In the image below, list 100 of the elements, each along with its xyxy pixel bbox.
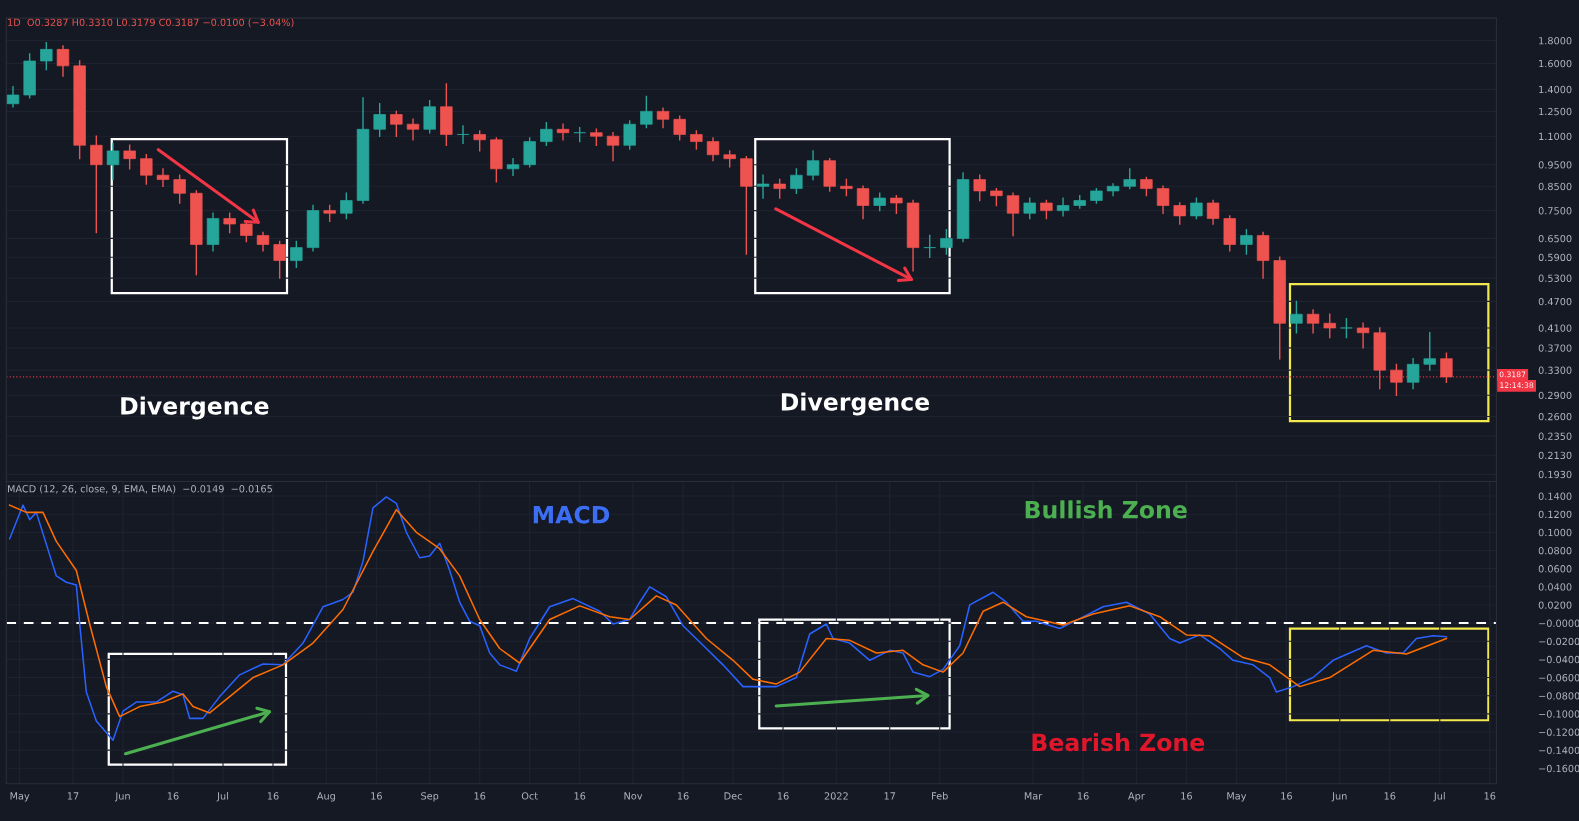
candlestick <box>640 95 653 129</box>
x-tick-label: Jun <box>114 792 130 802</box>
x-tick-label: 16 <box>1077 792 1089 800</box>
y-tick-label: −0.0800 <box>1539 692 1579 700</box>
candlestick <box>1206 199 1220 225</box>
candlestick <box>223 212 236 234</box>
candlestick <box>1190 197 1203 220</box>
x-tick-label: 16 <box>777 792 789 800</box>
y-tick-label: 0.1400 <box>1538 492 1572 500</box>
candlestick <box>40 42 53 71</box>
y-tick-label: 1.2500 <box>1539 107 1572 116</box>
candlestick <box>973 174 986 202</box>
candlestick <box>606 132 620 162</box>
y-tick-label: 1.4000 <box>1539 85 1572 94</box>
y-tick-label: 0.7500 <box>1538 207 1572 215</box>
annotation: 1D O0.3287 H0.3310 L0.3179 C0.3187 −0.0100 (−3.04%) <box>8 18 294 28</box>
candlestick <box>773 178 786 199</box>
candlestick <box>506 157 520 176</box>
candlestick <box>106 142 120 181</box>
x-tick-label: May <box>10 792 30 802</box>
x-tick-label: Nov <box>624 792 643 800</box>
y-tick-label: 0.0600 <box>1538 565 1572 573</box>
annotation: Divergence <box>121 396 269 420</box>
y-tick-label: 1.8000 <box>1539 37 1572 45</box>
candlestick <box>806 150 820 181</box>
candlestick <box>1306 309 1320 334</box>
x-tick-label: Sep <box>421 792 439 802</box>
annotation: MACD <box>533 505 610 524</box>
y-tick-label: 0.1930 <box>1538 470 1572 479</box>
candlestick <box>1023 197 1036 220</box>
candlestick <box>473 130 486 152</box>
candlestick <box>1423 332 1436 371</box>
y-tick-label: 0.4100 <box>1538 324 1572 332</box>
candlestick <box>706 137 720 162</box>
y-tick-label: 0.2900 <box>1538 391 1572 400</box>
candlestick <box>1156 185 1170 214</box>
candlestick <box>1323 313 1336 339</box>
x-tick-label: Feb <box>932 792 948 800</box>
y-tick-label: 0.1000 <box>1538 528 1572 537</box>
x-tick-label: 16 <box>1484 792 1496 800</box>
candlestick <box>673 115 686 141</box>
candlestick <box>290 240 303 269</box>
candlestick <box>1240 228 1253 255</box>
y-tick-label: 0.2350 <box>1538 432 1572 440</box>
x-tick-label: Jul <box>1433 792 1445 802</box>
y-tick-label: 0.0400 <box>1538 583 1572 591</box>
x-tick-label: 16 <box>267 792 279 800</box>
candlestick <box>373 103 386 137</box>
candlestick <box>756 174 770 199</box>
candlestick <box>456 125 470 145</box>
x-tick-label: Jul <box>216 792 228 802</box>
y-tick-label: −0.0600 <box>1539 674 1579 682</box>
candlestick <box>156 168 170 188</box>
annotation: Bearish Zone <box>1032 733 1205 752</box>
y-tick-label: 0.5300 <box>1538 274 1572 282</box>
candlestick <box>6 85 20 108</box>
candlestick <box>1173 202 1186 225</box>
annotation: Bullish Zone <box>1025 500 1187 519</box>
candlestick <box>1290 300 1303 334</box>
y-tick-label: −0.1200 <box>1539 728 1579 736</box>
x-tick-label: Oct <box>521 792 538 800</box>
x-tick-label: 16 <box>574 792 586 800</box>
annotation: Divergence <box>781 392 930 416</box>
y-tick-label: 0.6500 <box>1538 234 1572 243</box>
x-tick-label: 16 <box>371 792 382 800</box>
y-tick-label: 1.1000 <box>1539 132 1572 141</box>
y-tick-label: 0.8500 <box>1538 182 1572 191</box>
candlestick <box>1390 363 1403 396</box>
candlestick <box>690 130 703 150</box>
candlestick <box>256 231 270 252</box>
candlestick <box>623 120 636 150</box>
x-tick-label: 2022 <box>824 792 848 800</box>
y-tick-label: 0.2600 <box>1538 412 1572 421</box>
candlestick <box>556 123 570 141</box>
y-tick-label: 0.3700 <box>1538 344 1572 352</box>
candlestick <box>790 168 803 194</box>
y-tick-label: −0.1600 <box>1539 764 1579 773</box>
y-tick-label: 1.6000 <box>1539 59 1572 68</box>
y-tick-label: −0.0400 <box>1539 655 1579 664</box>
candlestick <box>1406 358 1420 390</box>
x-tick-label: 17 <box>884 792 896 800</box>
candlestick <box>540 121 553 146</box>
candlestick <box>1056 197 1070 217</box>
x-tick-label: 16 <box>1181 792 1192 800</box>
candlestick <box>56 45 70 77</box>
candlestick <box>1356 322 1370 349</box>
candlestick <box>1006 192 1020 237</box>
candlestick <box>923 234 936 258</box>
y-tick-label: −0.1000 <box>1539 710 1579 718</box>
candlestick <box>656 107 670 129</box>
candlestick <box>1040 199 1053 220</box>
y-tick-label: −0.1400 <box>1539 746 1579 754</box>
x-tick-label: 16 <box>1384 792 1396 800</box>
candlestick <box>1440 352 1453 383</box>
candlestick <box>140 154 153 185</box>
candlestick <box>390 110 403 137</box>
y-tick-label: −0.0000 <box>1539 619 1579 627</box>
x-tick-label: 16 <box>677 792 689 800</box>
candlestick <box>340 192 353 220</box>
x-tick-label: Apr <box>1128 792 1145 802</box>
